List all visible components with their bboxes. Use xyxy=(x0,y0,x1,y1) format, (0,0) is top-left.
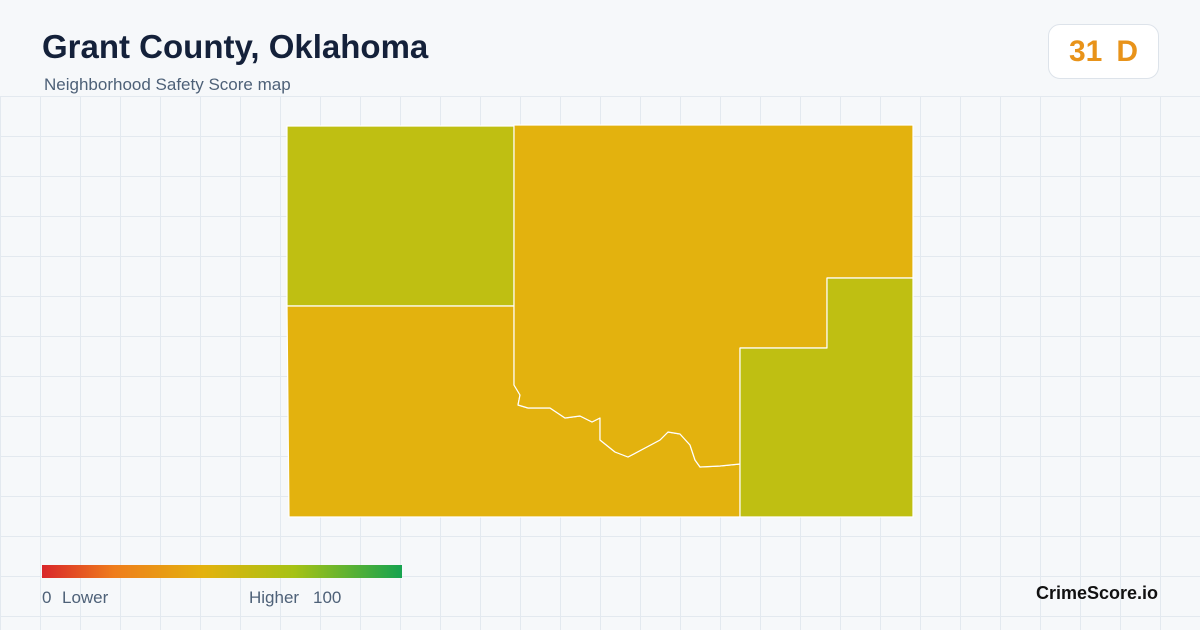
legend-min-label: Lower xyxy=(62,588,109,607)
legend-max: 100 xyxy=(313,588,342,607)
legend-max-label: Higher xyxy=(249,588,300,607)
region xyxy=(739,277,914,518)
score-grade: D xyxy=(1116,34,1139,68)
brand: CrimeScore.io xyxy=(1035,583,1158,603)
subtitle: Neighborhood Safety Score map xyxy=(44,75,291,94)
score-value: 31 xyxy=(1068,34,1103,68)
legend-gradient xyxy=(42,565,402,578)
legend-min: 0 xyxy=(42,588,52,607)
score-badge: 31 D xyxy=(1048,24,1159,79)
title: Grant County, Oklahoma xyxy=(42,28,429,65)
region xyxy=(286,125,515,307)
